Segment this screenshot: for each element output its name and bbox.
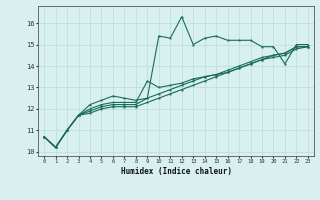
X-axis label: Humidex (Indice chaleur): Humidex (Indice chaleur) [121,167,231,176]
